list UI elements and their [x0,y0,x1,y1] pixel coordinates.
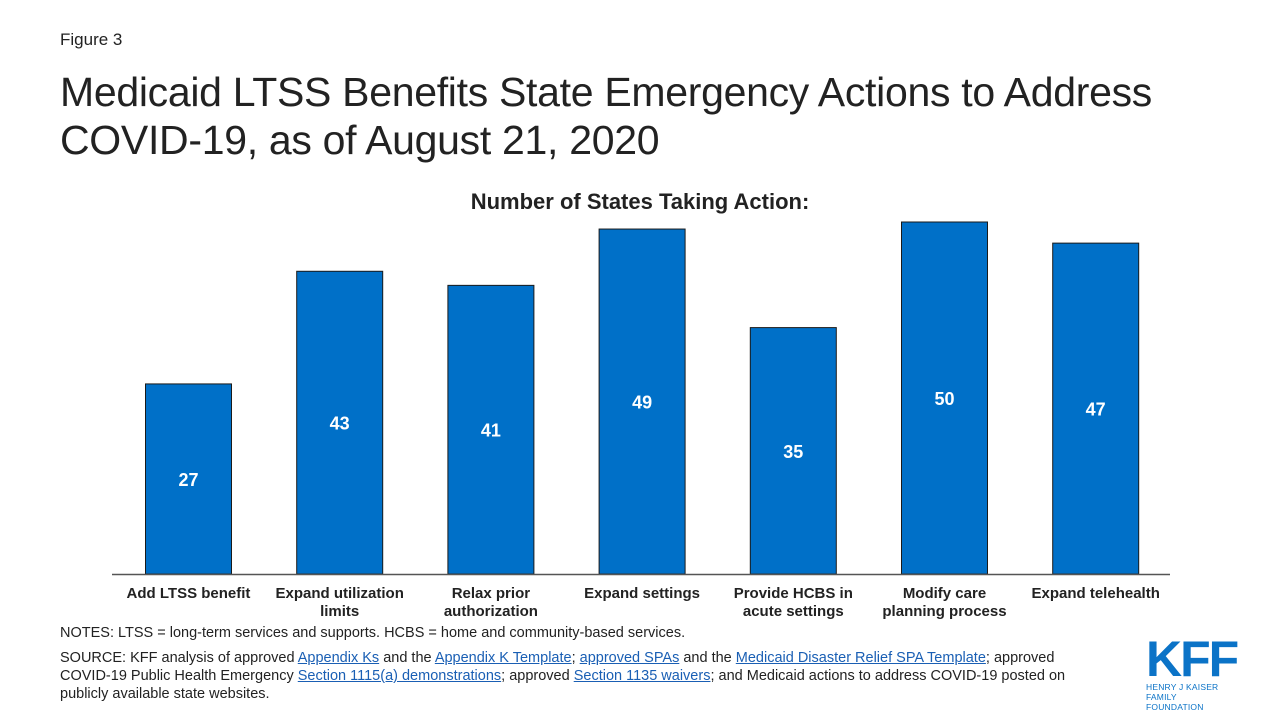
source-link[interactable]: Section 1115(a) demonstrations [297,668,502,684]
figure-label: Figure 3 [60,30,123,49]
category-label: Provide HCBS in [734,585,853,602]
notes: NOTES: LTSS = long-term services and sup… [60,625,686,641]
bar [901,221,988,575]
bar [447,284,535,575]
source-link[interactable]: Appendix Ks [297,650,380,666]
category-label: authorization [444,603,538,620]
source-link[interactable]: Section 1135 waivers [573,668,711,684]
source-text: and the [679,650,736,666]
source: SOURCE: KFF analysis of approved Appendi… [60,649,1100,703]
category-label: acute settings [743,603,844,620]
bar [598,228,686,575]
category-label: Expand telehealth [1032,585,1160,602]
page-title: Medicaid LTSS Benefits State Emergency A… [60,69,1152,163]
category-label: Expand utilization [276,585,404,602]
logo-line1: HENRY J KAISER [1146,682,1219,692]
bar [145,383,232,575]
category-label: Expand settings [584,585,700,602]
bar [296,270,384,575]
data-label: 27 [178,470,198,490]
category-label: Add LTSS benefit [127,585,251,602]
category-label: Relax prior [452,585,531,602]
source-link[interactable]: Medicaid Disaster Relief SPA Template [735,650,986,666]
data-label: 49 [632,393,652,413]
source-text: ; approved [501,668,574,684]
logo-line2: FAMILY FOUNDATION [1146,692,1204,712]
data-label: 43 [330,414,350,434]
data-label: 50 [934,389,954,409]
source-link[interactable]: approved SPAs [579,650,680,666]
source-text: ; approved COVID-19 Public Health Emerge… [60,650,1055,684]
category-label: Modify care [903,585,986,602]
logo-mark: KFF [1146,631,1239,687]
category-label: limits [320,603,359,620]
category-label: planning process [882,603,1006,620]
data-label: 47 [1086,400,1106,420]
data-label: 41 [481,421,501,441]
kff-logo: KFF HENRY J KAISER FAMILY FOUNDATION [1146,631,1239,712]
bar [749,327,837,575]
source-text: ; and Medicaid actions to address COVID-… [60,668,1066,702]
bar [1052,242,1140,575]
source-link[interactable]: Appendix K Template [434,650,572,666]
data-label: 35 [783,442,803,462]
source-text: and the [379,650,435,666]
chart-title: Number of States Taking Action: [470,189,810,214]
source-text: ; [571,650,580,666]
source-text: SOURCE: KFF analysis of approved [60,650,298,666]
